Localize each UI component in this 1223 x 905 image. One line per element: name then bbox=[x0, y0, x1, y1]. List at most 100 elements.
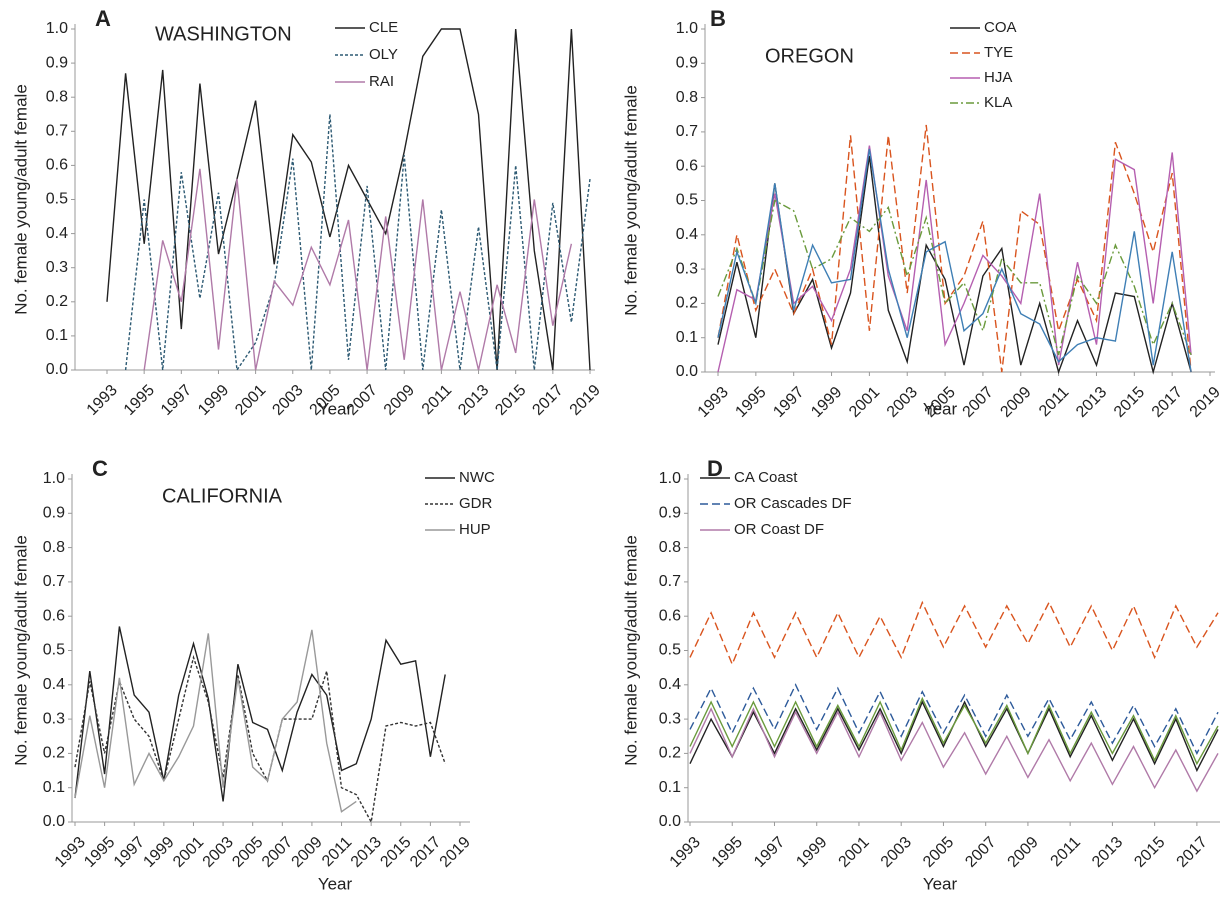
y-tick-label: 0.4 bbox=[659, 676, 681, 693]
y-tick-label: 0.3 bbox=[659, 710, 681, 727]
y-tick-label: 0.0 bbox=[659, 813, 681, 830]
x-tick-label: 2001 bbox=[846, 384, 883, 421]
x-tick-label: 2013 bbox=[1089, 834, 1126, 871]
y-tick-label: 0.4 bbox=[43, 676, 65, 693]
x-tick-label: 1993 bbox=[52, 834, 89, 871]
y-axis-label: No. female young/adult female bbox=[621, 85, 640, 316]
x-tick-label: 2011 bbox=[1036, 384, 1072, 420]
y-tick-label: 0.3 bbox=[46, 259, 68, 276]
y-axis-label: No. female young/adult female bbox=[11, 84, 30, 315]
y-tick-label: 0.7 bbox=[659, 573, 681, 590]
x-tick-label: 1993 bbox=[695, 384, 732, 421]
panel-label: B bbox=[710, 6, 726, 31]
y-tick-label: 0.8 bbox=[43, 539, 65, 556]
y-tick-label: 0.7 bbox=[676, 123, 698, 140]
x-tick-label: 1993 bbox=[667, 834, 704, 871]
region-label: CALIFORNIA bbox=[162, 485, 283, 507]
y-tick-label: 1.0 bbox=[676, 20, 698, 37]
series-line bbox=[717, 155, 1192, 375]
x-tick-label: 2009 bbox=[1005, 834, 1042, 871]
y-axis-label: No. female young/adult female bbox=[11, 535, 30, 766]
x-tick-label: 2017 bbox=[1174, 834, 1211, 871]
x-tick-label: 2015 bbox=[377, 834, 414, 871]
x-tick-label: 2011 bbox=[1048, 834, 1084, 870]
series-line bbox=[143, 168, 573, 371]
x-tick-label: 2003 bbox=[269, 382, 306, 419]
x-tick-label: 2007 bbox=[259, 834, 296, 871]
y-tick-label: 0.6 bbox=[46, 157, 68, 174]
x-tick-label: 2015 bbox=[1131, 834, 1168, 871]
series-line bbox=[717, 145, 1192, 373]
x-tick-label: 2005 bbox=[920, 834, 957, 871]
y-tick-label: 0.9 bbox=[46, 54, 68, 71]
x-tick-label: 1999 bbox=[793, 834, 830, 871]
x-tick-label: 2007 bbox=[962, 834, 999, 871]
legend-label: KLA bbox=[984, 94, 1012, 111]
y-tick-label: 0.1 bbox=[659, 779, 681, 796]
y-tick-label: 0.9 bbox=[659, 505, 681, 522]
x-tick-label: 1999 bbox=[195, 382, 232, 419]
y-tick-label: 0.4 bbox=[46, 225, 68, 242]
series-line bbox=[106, 28, 591, 371]
y-tick-label: 0.5 bbox=[676, 192, 698, 209]
x-tick-label: 1997 bbox=[111, 834, 148, 871]
x-tick-label: 2017 bbox=[1149, 384, 1186, 421]
x-tick-label: 2011 bbox=[419, 382, 455, 418]
x-tick-label: 2007 bbox=[960, 384, 997, 421]
y-tick-label: 0.7 bbox=[43, 573, 65, 590]
x-tick-label: 1995 bbox=[732, 384, 769, 421]
y-tick-label: 1.0 bbox=[46, 20, 68, 37]
y-axis-label: No. female young/adult female bbox=[621, 535, 640, 766]
x-tick-label: 1999 bbox=[808, 384, 845, 421]
x-tick-label: 2017 bbox=[529, 382, 566, 419]
legend-label: COA bbox=[984, 19, 1017, 36]
y-tick-label: 0.2 bbox=[676, 295, 698, 312]
series-line bbox=[689, 696, 1219, 766]
y-tick-label: 0.5 bbox=[43, 642, 65, 659]
region-label: OREGON bbox=[765, 45, 854, 67]
y-tick-label: 0.3 bbox=[43, 710, 65, 727]
region-label: WASHINGTON bbox=[155, 23, 292, 45]
y-tick-label: 0.7 bbox=[46, 123, 68, 140]
x-tick-label: 2009 bbox=[289, 834, 326, 871]
y-tick-label: 0.6 bbox=[659, 607, 681, 624]
x-tick-label: 2013 bbox=[455, 382, 492, 419]
y-tick-label: 1.0 bbox=[659, 470, 681, 487]
legend-label: CLE bbox=[369, 19, 398, 36]
legend-label: GDR bbox=[459, 495, 493, 512]
x-tick-label: 2019 bbox=[437, 834, 474, 871]
legend-label: RAI bbox=[369, 73, 394, 90]
x-tick-label: 2001 bbox=[836, 834, 873, 871]
y-tick-label: 0.6 bbox=[43, 607, 65, 624]
y-tick-label: 0.2 bbox=[659, 745, 681, 762]
x-tick-label: 2019 bbox=[567, 382, 604, 419]
x-tick-label: 2013 bbox=[1073, 384, 1110, 421]
y-tick-label: 0.0 bbox=[676, 363, 698, 380]
x-tick-label: 1993 bbox=[84, 382, 121, 419]
y-tick-label: 0.0 bbox=[43, 813, 65, 830]
x-tick-label: 2001 bbox=[232, 382, 269, 419]
x-tick-label: 2005 bbox=[229, 834, 266, 871]
series-line bbox=[689, 600, 1219, 667]
y-tick-label: 0.8 bbox=[46, 88, 68, 105]
legend-label: NWC bbox=[459, 469, 495, 486]
panel-label: A bbox=[95, 6, 111, 31]
y-tick-label: 0.9 bbox=[676, 55, 698, 72]
series-line bbox=[74, 626, 446, 802]
series-line bbox=[74, 629, 357, 813]
legend-label: HUP bbox=[459, 521, 491, 538]
y-tick-label: 0.6 bbox=[676, 157, 698, 174]
x-tick-label: 2017 bbox=[407, 834, 444, 871]
legend-label: OLY bbox=[369, 46, 398, 63]
y-tick-label: 0.0 bbox=[46, 361, 68, 378]
y-tick-label: 0.1 bbox=[46, 327, 68, 344]
x-tick-label: 2015 bbox=[492, 382, 529, 419]
legend-label: OR Cascades DF bbox=[734, 495, 852, 512]
panel-label: D bbox=[707, 456, 723, 481]
y-tick-label: 0.5 bbox=[659, 642, 681, 659]
series-line bbox=[717, 148, 1192, 373]
legend-label: CA Coast bbox=[734, 469, 798, 486]
x-axis-label: Year bbox=[923, 874, 958, 893]
series-line bbox=[74, 654, 446, 825]
